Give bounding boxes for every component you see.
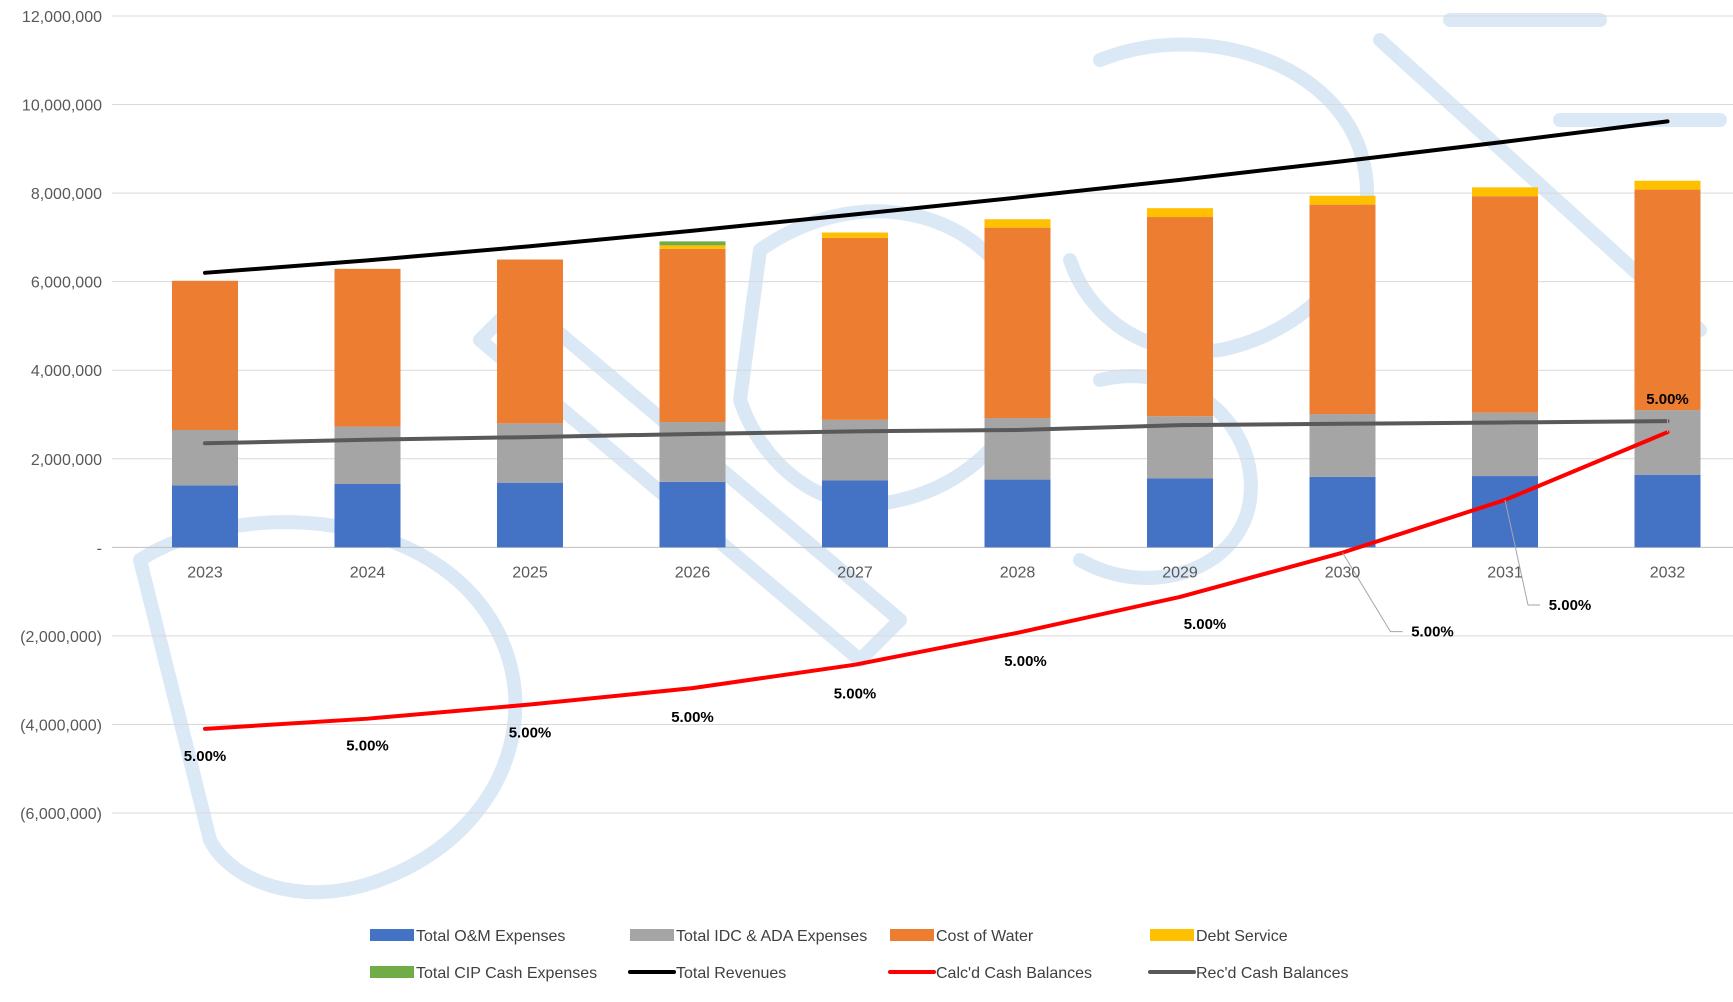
legend-label-total-cip-cash-expenses: Total CIP Cash Expenses <box>416 965 597 982</box>
data-label: 5.00% <box>834 686 877 703</box>
line-series <box>203 119 1670 731</box>
bar-total-idc-ada-expenses <box>334 426 401 485</box>
data-label-leaders <box>1342 410 1668 633</box>
x-tick-label: 2029 <box>1162 564 1198 581</box>
y-axis-tick-labels: 12,000,000 10,000,000 8,000,000 6,000,000 4,… <box>20 9 102 823</box>
watermark-stroke-2 <box>473 293 907 667</box>
bar-total-idc-ada-expenses <box>172 429 238 486</box>
bar-total-o-m-expenses <box>1634 474 1701 548</box>
bar-cost-of-water <box>1634 189 1701 411</box>
data-label: 5.00% <box>184 748 227 765</box>
legend-label-total-revenues: Total Revenues <box>676 965 786 982</box>
bar-total-cip-cash-expenses <box>659 241 726 246</box>
bar-cost-of-water <box>822 237 888 420</box>
bar-total-o-m-expenses <box>822 480 888 548</box>
x-tick-label: 2023 <box>187 564 223 581</box>
y-tick-label: (4,000,000) <box>20 717 102 734</box>
bar-total-idc-ada-expenses <box>822 419 888 481</box>
bar-total-o-m-expenses <box>1472 476 1538 548</box>
y-tick-label: (6,000,000) <box>20 806 102 823</box>
data-label: 5.00% <box>671 709 714 726</box>
x-tick-label: 2032 <box>1650 564 1686 581</box>
x-tick-label: 2024 <box>350 564 386 581</box>
bar-cost-of-water <box>984 227 1051 419</box>
x-tick-label: 2028 <box>1000 564 1036 581</box>
legend-swatch-debt-service <box>1150 929 1194 941</box>
bar-cost-of-water <box>1309 204 1376 415</box>
bar-total-o-m-expenses <box>1309 476 1376 548</box>
data-label-leader-line <box>1342 552 1403 633</box>
bar-debt-service <box>1472 187 1538 197</box>
data-label: 5.00% <box>509 725 552 742</box>
y-tick-label: (2,000,000) <box>20 629 102 646</box>
x-tick-label: 2030 <box>1325 564 1361 581</box>
y-tick-label: 12,000,000 <box>22 9 102 26</box>
bar-debt-service <box>659 245 726 249</box>
bar-debt-service <box>1634 180 1701 190</box>
y-tick-label: 6,000,000 <box>31 275 102 292</box>
bar-total-o-m-expenses <box>984 479 1051 548</box>
legend-swatch-total-o-m-expenses <box>370 929 414 941</box>
bar-total-o-m-expenses <box>1147 478 1213 548</box>
legend-label-debt-service: Debt Service <box>1196 928 1288 945</box>
bar-total-o-m-expenses <box>172 485 238 548</box>
x-tick-label: 2031 <box>1487 564 1523 581</box>
bar-total-o-m-expenses <box>497 482 563 548</box>
legend-label-total-idc-ada-expenses: Total IDC & ADA Expenses <box>676 928 867 945</box>
legend: Total O&M Expenses Total IDC & ADA Expens… <box>370 928 1348 982</box>
data-label: 5.00% <box>1549 597 1592 614</box>
y-tick-label: 2,000,000 <box>31 452 102 469</box>
data-label: 5.00% <box>1004 653 1047 670</box>
x-axis-tick-labels: 2023 2024 2025 2026 2027 2028 2029 2030 2031 2032 <box>187 564 1685 581</box>
x-tick-label: 2027 <box>837 564 873 581</box>
line-rec-d-cash-balances <box>203 419 1670 446</box>
bar-cost-of-water <box>659 248 726 423</box>
bar-total-idc-ada-expenses <box>497 423 563 483</box>
data-labels: 5.00% 5.00% 5.00% 5.00% 5.00% 5.00% 5.00% 5.00%… <box>184 391 1689 765</box>
bar-total-o-m-expenses <box>659 481 726 548</box>
data-label: 5.00% <box>1411 624 1454 641</box>
line-calc-d-cash-balances <box>203 430 1670 731</box>
bar-total-o-m-expenses <box>334 484 401 548</box>
bar-total-idc-ada-expenses <box>984 418 1051 480</box>
legend-swatch-total-idc-ada-expenses <box>630 929 674 941</box>
bar-cost-of-water <box>1472 196 1538 413</box>
data-label: 5.00% <box>1184 616 1227 633</box>
legend-label-total-o-m-expenses: Total O&M Expenses <box>416 928 565 945</box>
y-tick-label: 4,000,000 <box>31 363 102 380</box>
bar-cost-of-water <box>1147 217 1213 417</box>
data-label: 5.00% <box>1646 391 1689 408</box>
bar-total-idc-ada-expenses <box>659 422 726 482</box>
line-total-revenues <box>203 119 1670 275</box>
data-label: 5.00% <box>346 738 389 755</box>
bar-cost-of-water <box>334 268 401 427</box>
bar-debt-service <box>822 232 888 238</box>
legend-swatch-total-cip-cash-expenses <box>370 966 414 978</box>
legend-label-rec-d-cash-balances: Rec'd Cash Balances <box>1196 965 1348 982</box>
x-tick-label: 2025 <box>512 564 548 581</box>
bar-cost-of-water <box>497 259 563 424</box>
x-tick-label: 2026 <box>675 564 711 581</box>
bar-debt-service <box>1309 195 1376 205</box>
bar-series <box>172 180 1701 548</box>
legend-label-calc-d-cash-balances: Calc'd Cash Balances <box>936 965 1092 982</box>
bar-debt-service <box>1147 208 1213 218</box>
bar-cost-of-water <box>172 280 238 430</box>
legend-label-cost-of-water: Cost of Water <box>936 928 1034 945</box>
y-tick-label: 8,000,000 <box>31 186 102 203</box>
bar-debt-service <box>984 219 1051 228</box>
watermark-stroke-1 <box>133 515 523 900</box>
legend-swatch-cost-of-water <box>890 929 934 941</box>
y-tick-label: 10,000,000 <box>22 98 102 115</box>
y-tick-label: - <box>97 540 102 557</box>
data-label-leader-line <box>1504 499 1540 606</box>
